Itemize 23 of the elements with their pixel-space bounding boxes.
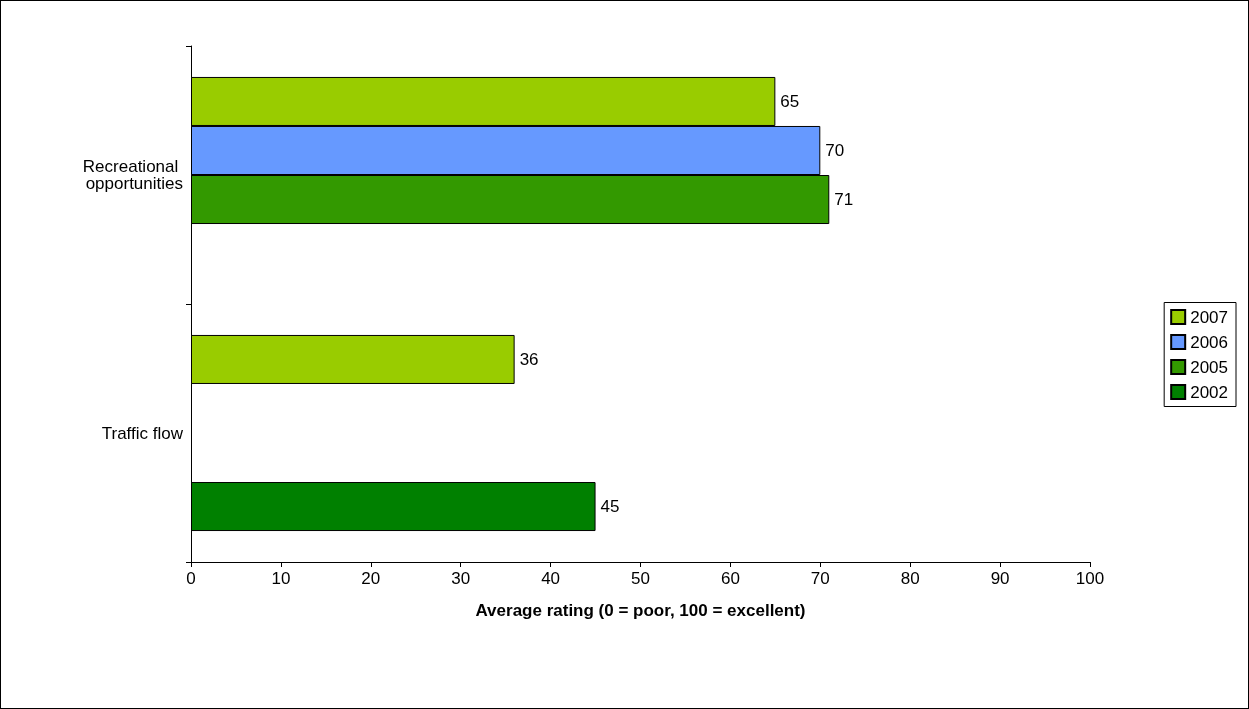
x-tick-label: 40: [541, 569, 561, 588]
x-tick-label: 70: [810, 569, 830, 588]
data-label: 36: [519, 349, 539, 369]
legend-label: 2005: [1190, 357, 1229, 377]
x-tick-label: 80: [900, 569, 920, 588]
x-tick-label: 50: [631, 569, 650, 588]
x-tick-label: 0: [186, 569, 196, 588]
x-tick-label: 20: [361, 569, 381, 588]
legend-label: 2007: [1190, 307, 1229, 327]
data-label: 71: [834, 190, 854, 210]
x-tick-label: 90: [990, 569, 1010, 588]
data-label: 45: [600, 497, 620, 517]
x-axis-title: Average rating (0 = poor, 100 = excellent): [475, 601, 806, 620]
x-tick-label: 60: [720, 569, 740, 588]
x-tick-label: 30: [451, 569, 471, 588]
y-tick-label: Traffic flow: [101, 423, 184, 443]
x-tick-label: 10: [271, 569, 291, 588]
y-tick-label: Recreational opportunities: [82, 157, 183, 193]
legend-label: 2006: [1190, 332, 1229, 352]
legend-label: 2002: [1190, 382, 1229, 402]
data-label: 65: [780, 91, 800, 111]
x-tick-label: 100: [1075, 569, 1105, 588]
data-label: 70: [825, 140, 845, 160]
